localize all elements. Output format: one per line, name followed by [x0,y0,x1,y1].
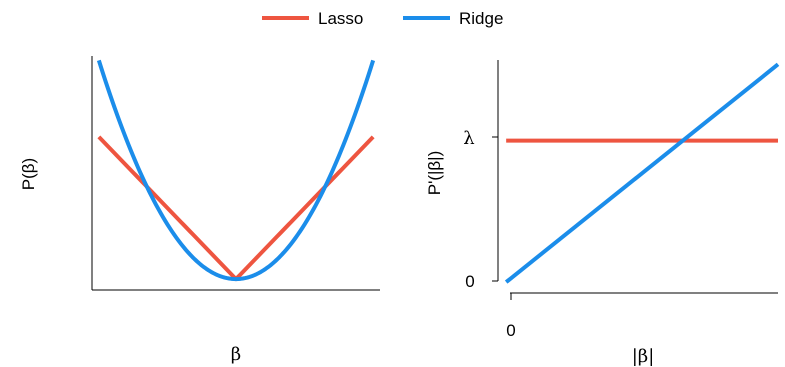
penalty-panel: β P(β) [19,56,380,365]
legend: Lasso Ridge [262,9,503,28]
right-y-tick-label-0: 0 [465,272,474,291]
lasso-penalty-line [97,135,375,282]
left-x-axis-label: β [231,344,241,365]
derivative-panel: 0 λ 0 |β| P'(|β|) [425,60,780,367]
right-x-axis-label: |β| [632,346,655,367]
left-y-axis-label: P(β) [19,158,38,190]
right-y-axis-label: P'(|β|) [425,151,444,196]
legend-label-ridge: Ridge [459,9,503,28]
ridge-derivative-line [504,62,780,284]
legend-label-lasso: Lasso [318,9,363,28]
ridge-penalty-curve [96,59,376,282]
right-x-tick-label-0: 0 [506,321,515,340]
right-y-tick-label-lambda: λ [463,128,474,149]
